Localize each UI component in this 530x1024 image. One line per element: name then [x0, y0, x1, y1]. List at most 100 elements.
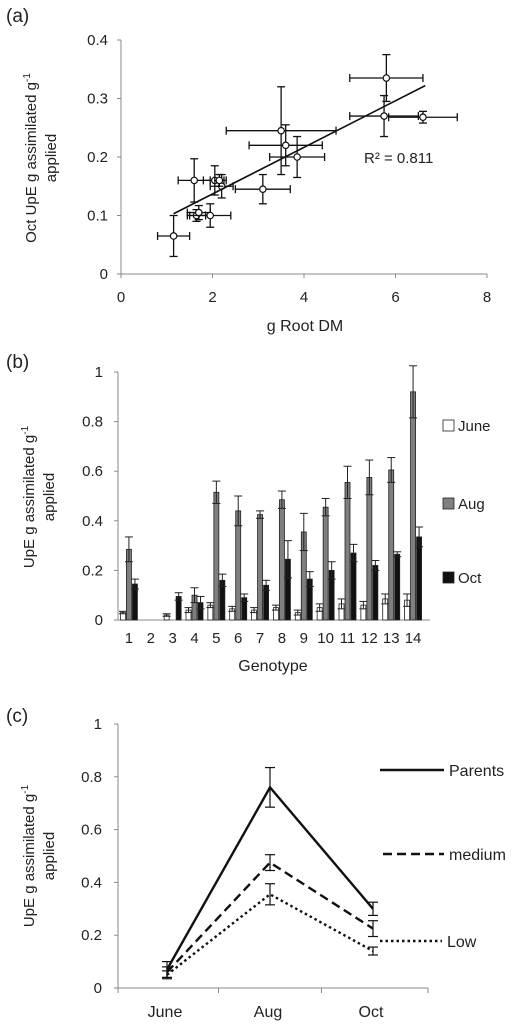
panel-c-series-parents	[162, 766, 378, 979]
panel-b-y-tick-label: 0.2	[82, 562, 103, 579]
panel-c-label: (c)	[6, 706, 28, 727]
panel-a-point-marker	[293, 153, 301, 161]
panel-b-bar-oct	[305, 571, 314, 621]
panel-c-y-tick-label: 0	[94, 980, 102, 997]
panel-a-point-marker	[380, 112, 388, 120]
panel-c-legend-item-low: Low	[380, 934, 477, 951]
svg-text:applied: applied	[43, 134, 60, 182]
panel-b-bar-rect	[394, 553, 401, 621]
panel-b-bar-june	[250, 607, 259, 621]
svg-text:applied: applied	[41, 473, 58, 521]
panel-b-bar-oct	[262, 579, 271, 621]
panel-c-y-tick-label: 0.6	[81, 822, 102, 839]
panel-a-point-marker	[419, 113, 427, 122]
panel-b-legend-item-june: June	[442, 418, 491, 435]
panel-b-bar-rect	[410, 391, 416, 621]
panel-a-x-axis-label: g Root DM	[267, 318, 343, 335]
panel-c-y-axis-label: UpE g assimilated g-1 applied	[20, 784, 58, 927]
panel-a-label: (a)	[6, 6, 29, 27]
panel-c-legend-label: medium	[449, 847, 506, 864]
panel-b-x-tick-label: 5	[212, 630, 220, 647]
panel-b-bar-rect	[257, 514, 263, 621]
panel-b-bar-aug	[234, 495, 243, 621]
panel-b-bar-oct	[174, 592, 183, 621]
panel-a-scatter-chart: (a) 0 2 4 6 8 0 0.1 0.2 0.3 0.4 R² = 0.811 g Root…	[6, 6, 491, 335]
panel-b-bar-oct	[130, 578, 139, 621]
panel-b-bar-june	[228, 605, 237, 621]
panel-b-bar-aug	[409, 365, 418, 621]
panel-a-trendline	[173, 84, 426, 215]
panel-b-legend-label: Aug	[458, 496, 485, 513]
panel-c-series-line	[166, 861, 374, 973]
panel-a-x-tick-label: 4	[300, 289, 308, 306]
panel-b-bar-rect	[322, 506, 329, 621]
panel-c-x-tick-label: June	[148, 1004, 183, 1021]
svg-text:UpE g assimilated g-1: UpE g assimilated g-1	[20, 784, 38, 927]
panel-b-bar-rect	[416, 536, 422, 621]
panel-b-bar-rect	[235, 510, 242, 621]
panel-c-series-medium	[162, 854, 378, 979]
panel-b-bar-oct	[327, 561, 336, 621]
panel-b-bar-rect	[366, 476, 373, 621]
panel-c-legend-item-parents: Parents	[380, 763, 504, 780]
panel-a-point-marker	[281, 141, 290, 150]
panel-b-bar-aug	[365, 459, 374, 621]
panel-a-point-marker	[194, 208, 203, 217]
panel-b-x-tick-label: 14	[405, 630, 422, 647]
panel-a-y-tick-label: 0.2	[87, 149, 108, 166]
panel-a-data-point	[248, 124, 323, 167]
panel-c-series-low	[162, 883, 378, 980]
panel-b-bar-chart: (b) 00.20.40.60.811 2 3 4 5 6 7 8 9 10 11 12 13 14 Ju…	[6, 352, 491, 675]
panel-a-point-marker	[382, 74, 391, 82]
panel-c-y-tick-label: 0.2	[81, 927, 102, 944]
panel-a-y-tick-label: 0.1	[87, 208, 108, 225]
panel-b-y-tick-label: 0.8	[82, 414, 103, 431]
panel-a-x-tick-label: 2	[208, 289, 216, 306]
panel-a-point-marker	[206, 211, 215, 220]
panel-b-legend-swatch	[442, 419, 455, 432]
panel-b-y-tick-label: 0.4	[82, 513, 103, 530]
panel-b-bar-june	[184, 607, 193, 621]
panel-b-bar-rect	[344, 481, 351, 621]
panel-b-x-tick-label: 4	[190, 630, 198, 647]
panel-b-bar-aug	[387, 457, 396, 621]
panel-b-bar-rect	[350, 552, 357, 621]
panel-a-data-point	[156, 214, 191, 258]
panel-a-x-tick-label: 6	[391, 289, 399, 306]
panel-b-x-tick-label: 11	[340, 630, 356, 647]
panel-b-bar-june	[315, 603, 324, 621]
panel-b-bar-june	[359, 600, 368, 621]
panel-a-data-point	[225, 86, 337, 176]
panel-b-y-axis-label: UpE g assimilated g-1 applied	[20, 425, 58, 568]
svg-text:UpE g assimilated g-1: UpE g assimilated g-1	[20, 425, 38, 568]
panel-b-bar-oct	[393, 551, 402, 621]
panel-b-legend-item-oct: Oct	[442, 570, 482, 587]
panel-a-y-tick-label: 0	[100, 266, 108, 283]
panel-b-bar-rect	[388, 469, 395, 621]
panel-b-x-tick-label: 9	[300, 630, 308, 647]
panel-a-x-tick-label: 0	[117, 289, 125, 306]
panel-b-x-tick-label: 1	[125, 630, 133, 647]
panel-a-point-marker	[259, 185, 267, 193]
panel-a-data-point	[214, 173, 225, 187]
panel-c-line-chart: (c) 0 0.2 0.4 0.6 0.8 1 June Aug Oct Parents medi…	[6, 706, 506, 1021]
panel-b-y-tick-label: 0	[95, 612, 103, 629]
panel-b-bar-rect	[213, 491, 220, 621]
panel-c-x-tick-label: Oct	[359, 1004, 384, 1021]
panel-b-bar-aug	[277, 490, 286, 621]
panel-b-bar-oct	[371, 559, 380, 621]
panel-a-y-tick-label: 0.4	[87, 32, 108, 49]
panel-b-legend-label: Oct	[458, 570, 482, 587]
panel-b-y-tick-label: 0.6	[82, 463, 103, 480]
panel-b-legend-swatch	[442, 497, 455, 510]
panel-b-bar-aug	[299, 512, 308, 621]
panel-a-data-point	[188, 203, 232, 228]
panel-a-data-point	[349, 94, 420, 138]
panel-b-x-tick-label: 12	[361, 630, 378, 647]
panel-a-point-marker	[190, 176, 199, 185]
panel-c-legend-label: Parents	[449, 763, 504, 780]
panel-b-bar-aug	[343, 465, 352, 621]
panel-c-legend-item-medium: medium	[383, 847, 506, 864]
panel-b-x-tick-label: 6	[234, 630, 242, 647]
panel-b-bar-aug	[212, 480, 221, 621]
